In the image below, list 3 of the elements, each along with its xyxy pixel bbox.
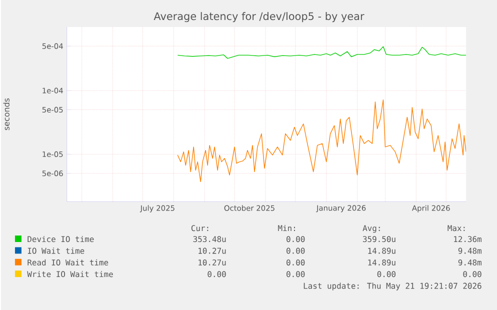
chart-title: Average latency for /dev/loop5 - by year [154, 12, 364, 22]
line-series [177, 46, 466, 59]
line-series [177, 99, 466, 182]
